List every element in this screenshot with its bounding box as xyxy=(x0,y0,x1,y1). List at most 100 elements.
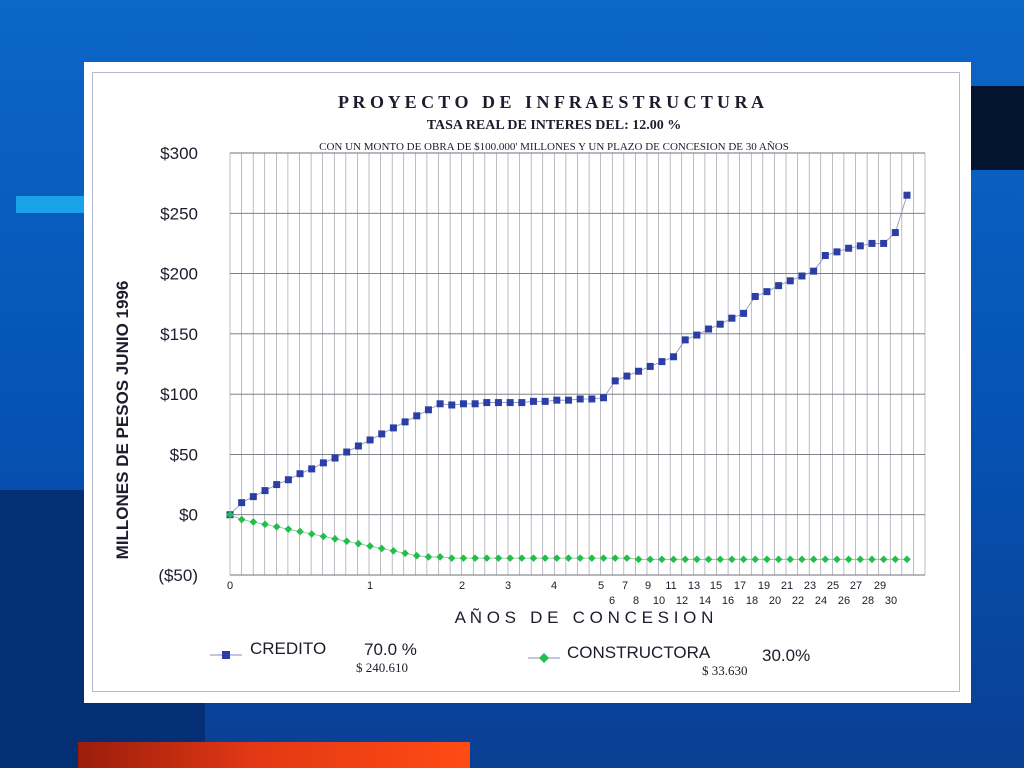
data-point-credito xyxy=(705,325,713,333)
y-tick-label: $300 xyxy=(160,144,198,163)
data-point-constructora xyxy=(844,555,853,564)
x-tick-label: 20 xyxy=(769,595,781,607)
x-tick-label: 14 xyxy=(699,595,711,607)
data-point-constructora xyxy=(564,554,573,562)
data-point-credito xyxy=(331,454,339,462)
x-tick-label: 16 xyxy=(722,595,734,607)
data-point-credito xyxy=(868,239,876,247)
data-point-credito xyxy=(891,229,899,237)
data-point-credito xyxy=(308,465,316,473)
data-point-constructora xyxy=(459,554,468,562)
data-point-credito xyxy=(319,459,327,467)
series xyxy=(226,191,911,564)
x-tick-label: 4 xyxy=(551,580,557,592)
x-tick-label: 15 xyxy=(710,580,722,592)
data-point-credito xyxy=(693,331,701,339)
data-point-credito xyxy=(296,470,304,478)
data-point-constructora xyxy=(576,554,584,562)
legend-label-constructora: CONSTRUCTORA xyxy=(567,643,711,662)
data-point-constructora xyxy=(728,555,736,564)
data-point-constructora xyxy=(401,549,409,558)
data-point-constructora xyxy=(658,555,666,564)
data-point-constructora xyxy=(377,544,386,553)
legend-amount-constructora: $ 33.630 xyxy=(702,663,748,678)
data-point-credito xyxy=(459,400,467,408)
data-point-constructora xyxy=(261,520,269,529)
x-tick-label: 23 xyxy=(804,580,816,592)
data-point-credito xyxy=(681,336,689,344)
x-tick-labels: 0 1 2 3 4 5 7 9 11 13 15 17 19 21 23 25 27 296 8 10 12 14 16 18… xyxy=(227,580,897,607)
data-point-constructora xyxy=(447,554,456,562)
x-tick-label: 1 xyxy=(367,580,373,592)
data-point-credito xyxy=(763,288,771,296)
y-tick-label: $100 xyxy=(160,385,198,404)
data-point-constructora xyxy=(868,555,876,564)
data-point-constructora xyxy=(879,555,888,564)
data-point-constructora xyxy=(553,554,561,562)
data-point-credito xyxy=(529,397,537,405)
data-point-credito xyxy=(658,358,666,366)
grid xyxy=(229,152,926,576)
x-tick-label: 0 xyxy=(227,580,233,592)
y-tick-label: ($50) xyxy=(158,566,198,585)
data-point-credito xyxy=(401,418,409,426)
y-tick-labels: $300 $250 $200 $150 $100 $50 $0 ($50) xyxy=(158,144,198,585)
data-point-constructora xyxy=(249,518,258,526)
x-tick-label: 30 xyxy=(885,595,897,607)
data-point-constructora xyxy=(891,555,900,564)
chart: P R O Y E C T O D E I N F R A E S T R U … xyxy=(113,92,926,678)
data-point-constructora xyxy=(798,555,806,564)
data-point-credito xyxy=(413,412,421,420)
x-tick-label: 5 xyxy=(598,580,604,592)
data-point-credito xyxy=(284,476,292,484)
cyan-bar-decoration xyxy=(16,196,86,213)
x-tick-label: 6 xyxy=(609,595,615,607)
data-point-constructora xyxy=(529,554,538,562)
x-tick-label: 26 xyxy=(838,595,850,607)
data-point-constructora xyxy=(506,554,514,562)
dark-square-decoration xyxy=(970,86,1024,170)
legend-item-constructora: CONSTRUCTORA 30.0% $ 33.630 xyxy=(528,643,810,678)
data-point-constructora xyxy=(704,555,713,564)
data-point-constructora xyxy=(424,553,433,561)
x-axis-label: A Ñ O S D E C O N C E S I O N xyxy=(455,608,714,627)
data-point-constructora xyxy=(541,554,549,562)
data-point-constructora xyxy=(693,555,701,564)
data-point-credito xyxy=(740,309,748,317)
data-point-credito xyxy=(786,277,794,285)
x-tick-label: 12 xyxy=(676,595,688,607)
x-tick-label: 17 xyxy=(734,580,746,592)
data-point-constructora xyxy=(716,555,725,564)
legend-marker-constructora xyxy=(539,653,549,663)
x-tick-label: 13 xyxy=(688,580,700,592)
data-point-credito xyxy=(343,448,351,456)
data-point-credito xyxy=(588,395,596,403)
y-tick-label: $0 xyxy=(179,506,198,525)
data-point-credito xyxy=(436,400,444,408)
data-point-constructora xyxy=(646,555,655,564)
data-point-constructora xyxy=(518,554,526,562)
data-point-constructora xyxy=(751,555,760,564)
data-point-credito xyxy=(798,272,806,280)
x-tick-label: 7 xyxy=(622,580,628,592)
data-point-credito xyxy=(494,399,502,407)
y-tick-label: $50 xyxy=(170,445,198,464)
data-point-credito xyxy=(670,353,678,361)
data-point-credito xyxy=(845,244,853,252)
data-point-credito xyxy=(623,372,631,380)
data-point-constructora xyxy=(821,555,830,564)
x-tick-label: 21 xyxy=(781,580,793,592)
chart-card: P R O Y E C T O D E I N F R A E S T R U … xyxy=(84,62,971,703)
data-point-credito xyxy=(354,442,362,450)
data-point-credito xyxy=(541,397,549,405)
x-tick-label: 11 xyxy=(665,580,676,592)
data-point-constructora xyxy=(681,555,690,564)
data-point-credito xyxy=(716,320,724,328)
data-point-credito xyxy=(600,394,608,402)
data-point-constructora xyxy=(412,551,421,560)
data-point-constructora xyxy=(331,535,339,543)
data-point-credito xyxy=(261,487,269,495)
data-point-constructora xyxy=(833,555,841,564)
y-tick-label: $150 xyxy=(160,325,198,344)
data-point-constructora xyxy=(739,555,748,564)
